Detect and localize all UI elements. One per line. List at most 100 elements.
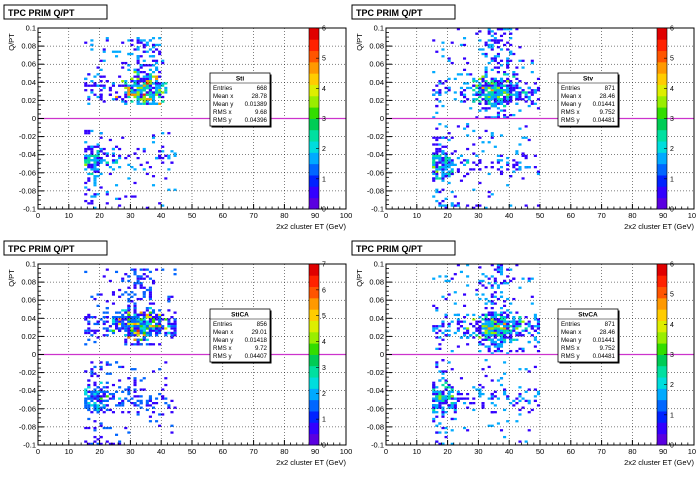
heatmap-cell (164, 154, 168, 157)
heatmap-cell (478, 84, 482, 87)
x-tick-label: 40 (505, 211, 513, 220)
heatmap-cell (506, 156, 510, 160)
heatmap-cell (145, 327, 149, 330)
y-tick-label: -0.08 (19, 422, 36, 431)
heatmap-cell (493, 318, 497, 321)
heatmap-cell (90, 397, 94, 400)
heatmap-cell (130, 291, 134, 294)
heatmap-cell (167, 132, 171, 135)
heatmap-cell (124, 195, 128, 198)
heatmap-cell (158, 318, 162, 321)
heatmap-cell (509, 52, 513, 56)
heatmap-cell (444, 154, 448, 157)
heatmap-cell (432, 325, 436, 328)
heatmap-cell (435, 399, 439, 403)
heatmap-cell (466, 73, 470, 76)
heatmap-cell (438, 370, 442, 373)
heatmap-cell (105, 268, 109, 271)
heatmap-cell (466, 172, 470, 176)
heatmap-cell (499, 64, 504, 67)
heatmap-cell (84, 132, 88, 135)
heatmap-cell (158, 154, 162, 157)
heatmap-cell (96, 374, 100, 378)
heatmap-cell (441, 204, 445, 207)
heatmap-cell (490, 82, 494, 85)
heatmap-cell (499, 77, 504, 81)
heatmap-cell (472, 313, 476, 317)
heatmap-cell (158, 95, 162, 99)
heatmap-cell (499, 349, 504, 353)
heatmap-cell (170, 295, 174, 298)
heatmap-cell (115, 50, 119, 53)
heatmap-cell (438, 147, 442, 151)
heatmap-cell (503, 282, 507, 285)
heatmap-cell (503, 331, 507, 335)
heatmap-cell (170, 161, 174, 164)
heatmap-cell (130, 318, 134, 321)
heatmap-cell (487, 86, 491, 90)
heatmap-cell (99, 435, 103, 439)
heatmap-cell (536, 77, 540, 81)
heatmap-cell (475, 322, 479, 326)
heatmap-cell (145, 98, 149, 101)
heatmap-cell (148, 399, 152, 403)
heatmap-cell (527, 325, 531, 328)
heatmap-cell (475, 204, 479, 207)
heatmap-cell (469, 73, 473, 76)
heatmap-cell (87, 154, 91, 157)
heatmap-cell (124, 82, 128, 85)
heatmap-cell (493, 345, 497, 348)
heatmap-cell (435, 177, 439, 180)
heatmap-cell (133, 70, 137, 74)
heatmap-cell (87, 163, 91, 167)
heatmap-cell (509, 302, 513, 305)
heatmap-cell (145, 309, 149, 312)
heatmap-cell (484, 320, 488, 323)
heatmap-cell (148, 325, 152, 328)
heatmap-cell (139, 399, 143, 403)
heatmap-cell (487, 345, 491, 348)
heatmap-cell (139, 55, 143, 58)
heatmap-cell (432, 179, 436, 182)
heatmap-cell (441, 426, 445, 430)
heatmap-cell (87, 166, 91, 169)
heatmap-cell (170, 316, 174, 319)
heatmap-cell (487, 195, 491, 198)
heatmap-cell (499, 48, 504, 51)
heatmap-cell (527, 331, 531, 335)
heatmap-cell (148, 286, 152, 289)
heatmap-cell (108, 408, 112, 412)
heatmap-cell (484, 166, 488, 169)
heatmap-cell (155, 61, 159, 65)
heatmap-cell (484, 98, 488, 101)
heatmap-cell (84, 404, 88, 407)
heatmap-cell (105, 399, 109, 403)
heatmap-cell (444, 163, 448, 167)
heatmap-cell (170, 331, 174, 335)
heatmap-cell (456, 170, 460, 173)
stats-label: RMS x (561, 109, 580, 116)
heatmap-cell (99, 442, 103, 445)
heatmap-cell (453, 273, 457, 276)
heatmap-cell (127, 68, 131, 71)
heatmap-cell (93, 206, 97, 209)
heatmap-cell (481, 386, 485, 389)
chart-title: TPC PRIM Q/PT (356, 8, 423, 18)
heatmap-cell (506, 297, 510, 301)
heatmap-cell (167, 297, 171, 301)
heatmap-cell (124, 156, 128, 160)
heatmap-cell (90, 316, 94, 319)
color-scale-swatch (657, 197, 667, 210)
heatmap-cell (438, 404, 442, 407)
color-scale-swatch (657, 95, 667, 108)
heatmap-cell (84, 390, 88, 393)
color-scale-swatch (309, 95, 319, 108)
heatmap-cell (459, 397, 463, 400)
heatmap-cell (102, 386, 106, 389)
heatmap-cell (456, 125, 460, 128)
heatmap-cell (456, 327, 460, 330)
heatmap-cell (84, 270, 88, 274)
heatmap-cell (87, 156, 91, 160)
